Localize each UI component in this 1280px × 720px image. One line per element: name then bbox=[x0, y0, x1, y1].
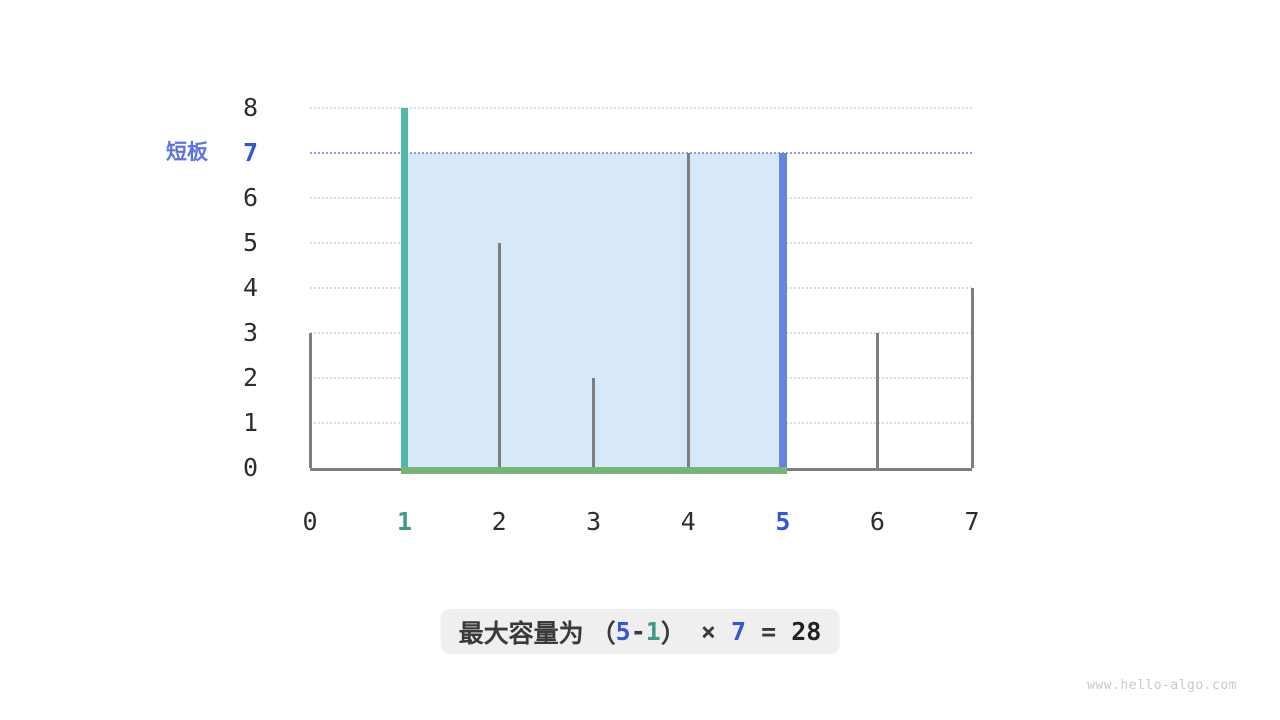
formula-part-6: 7 bbox=[730, 617, 747, 646]
bar-x6 bbox=[875, 333, 879, 468]
formula-part-2: - bbox=[630, 617, 646, 646]
x-tick-7: 7 bbox=[964, 507, 980, 536]
y-tick-6: 6 bbox=[242, 183, 258, 212]
formula-part-1: 5 bbox=[615, 617, 631, 646]
bar-x5-right-pointer bbox=[778, 153, 787, 468]
bar-x4 bbox=[686, 153, 690, 468]
formula-part-8: 28 bbox=[791, 617, 822, 646]
x-tick-6: 6 bbox=[869, 507, 885, 536]
y-tick-2: 2 bbox=[242, 363, 258, 392]
x-tick-1: 1 bbox=[397, 507, 413, 536]
y-tick-7: 7 bbox=[242, 138, 258, 167]
y-tick-8: 8 bbox=[242, 93, 258, 122]
bar-x7 bbox=[970, 288, 974, 468]
formula-part-7: = bbox=[746, 617, 792, 646]
short-board-annotation: 短板 bbox=[166, 141, 208, 164]
bar-x0 bbox=[308, 333, 312, 468]
x-tick-2: 2 bbox=[491, 507, 507, 536]
y-tick-4: 4 bbox=[242, 273, 258, 302]
x-tick-3: 3 bbox=[586, 507, 602, 536]
chart-plot-area bbox=[308, 107, 974, 474]
y-tick-0: 0 bbox=[242, 453, 258, 482]
bar-x2 bbox=[497, 243, 501, 468]
formula-part-5: × bbox=[685, 617, 731, 646]
bar-x1-left-pointer bbox=[401, 108, 409, 468]
formula-box: 最大容量为 （5-1） × 7 = 28 bbox=[440, 609, 840, 654]
x-tick-5: 5 bbox=[775, 507, 791, 536]
water-level-line bbox=[310, 152, 972, 154]
bar-x3 bbox=[592, 378, 596, 468]
watermark-text: www.hello-algo.com bbox=[1087, 678, 1237, 693]
x-tick-0: 0 bbox=[302, 507, 318, 536]
formula-part-3: 1 bbox=[645, 617, 661, 646]
y-tick-5: 5 bbox=[242, 228, 258, 257]
y-tick-1: 1 bbox=[242, 408, 258, 437]
formula-part-0: 最大容量为 （ bbox=[458, 619, 616, 648]
x-tick-4: 4 bbox=[680, 507, 696, 536]
base-segment bbox=[400, 467, 787, 474]
gridline-y8 bbox=[310, 107, 972, 109]
y-tick-3: 3 bbox=[242, 318, 258, 347]
formula-part-4: ） bbox=[660, 619, 686, 648]
